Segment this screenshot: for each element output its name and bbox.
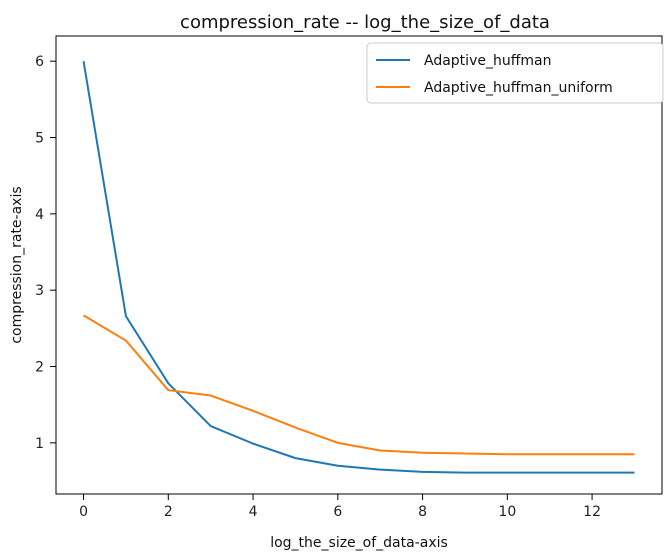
x-tick-label: 10: [498, 504, 516, 520]
y-axis-label: compression_rate-axis: [9, 186, 25, 343]
y-tick-label: 3: [35, 283, 44, 299]
legend-box: [366, 42, 664, 104]
y-axis-ticks: 1 2 3 4 5 6: [35, 54, 56, 452]
x-tick-label: 6: [333, 504, 342, 520]
x-tick-label: 0: [79, 504, 88, 520]
series-line-adaptive-huffman-uniform: [83, 314, 635, 456]
x-tick-label: 12: [583, 504, 601, 520]
x-axis-label: log_the_size_of_data-axis: [270, 535, 448, 551]
chart-title: compression_rate -- log_the_size_of_data: [180, 12, 550, 33]
x-tick-label: 2: [164, 504, 173, 520]
legend-label-adaptive-huffman-uniform: Adaptive_huffman_uniform: [424, 80, 613, 96]
plot-lines: [82, 61, 635, 474]
y-tick-label: 6: [35, 54, 44, 70]
legend-label-adaptive-huffman: Adaptive_huffman: [424, 53, 551, 69]
plot-frame: [55, 35, 663, 495]
y-tick-label: 4: [35, 207, 44, 223]
y-tick-label: 2: [35, 360, 44, 376]
x-axis-ticks: 0 2 4 6 8 10 12: [79, 494, 601, 520]
x-tick-label: 8: [418, 504, 427, 520]
y-tick-label: 1: [35, 436, 44, 452]
legend: Adaptive_huffman Adaptive_huffman_unifor…: [366, 42, 664, 104]
x-tick-label: 4: [249, 504, 258, 520]
y-tick-label: 5: [35, 131, 44, 147]
